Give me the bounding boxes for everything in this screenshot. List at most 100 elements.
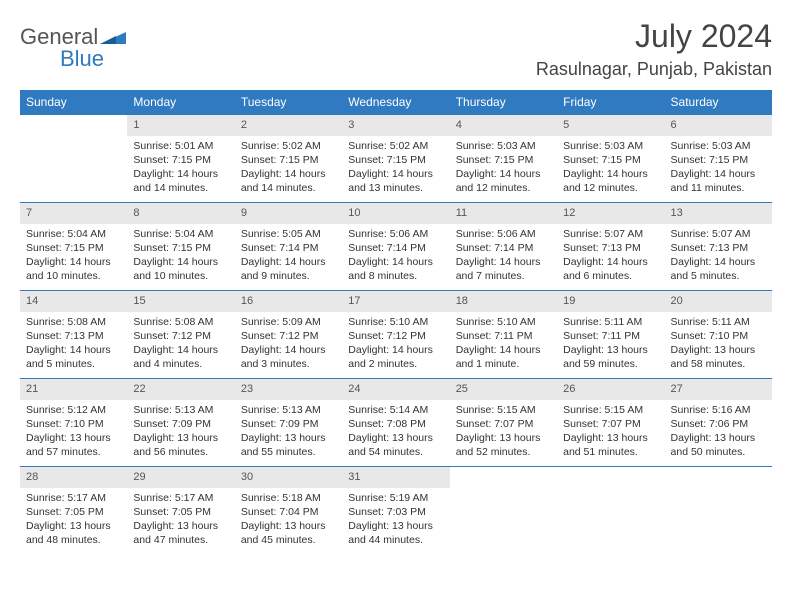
day-line: and 45 minutes. [241, 533, 336, 547]
day-line: Sunrise: 5:08 AM [26, 315, 121, 329]
day-number: 2 [235, 115, 342, 136]
day-line: Sunrise: 5:03 AM [456, 139, 551, 153]
day-line: and 5 minutes. [26, 357, 121, 371]
day-number: 9 [235, 203, 342, 224]
day-body: Sunrise: 5:03 AMSunset: 7:15 PMDaylight:… [557, 136, 664, 202]
day-line: Sunrise: 5:07 AM [671, 227, 766, 241]
day-body: Sunrise: 5:03 AMSunset: 7:15 PMDaylight:… [665, 136, 772, 202]
calendar-cell [665, 467, 772, 555]
calendar-cell: 15Sunrise: 5:08 AMSunset: 7:12 PMDayligh… [127, 291, 234, 379]
day-line: Daylight: 14 hours [133, 255, 228, 269]
day-line: and 44 minutes. [348, 533, 443, 547]
calendar-cell: 1Sunrise: 5:01 AMSunset: 7:15 PMDaylight… [127, 115, 234, 203]
day-line: Sunset: 7:12 PM [133, 329, 228, 343]
calendar-cell: 16Sunrise: 5:09 AMSunset: 7:12 PMDayligh… [235, 291, 342, 379]
day-number: 12 [557, 203, 664, 224]
calendar-cell: 19Sunrise: 5:11 AMSunset: 7:11 PMDayligh… [557, 291, 664, 379]
day-line: Sunrise: 5:12 AM [26, 403, 121, 417]
day-number: 29 [127, 467, 234, 488]
calendar-cell [20, 115, 127, 203]
day-body: Sunrise: 5:03 AMSunset: 7:15 PMDaylight:… [450, 136, 557, 202]
day-number: 10 [342, 203, 449, 224]
calendar-cell: 31Sunrise: 5:19 AMSunset: 7:03 PMDayligh… [342, 467, 449, 555]
day-line: and 3 minutes. [241, 357, 336, 371]
day-line: Sunset: 7:04 PM [241, 505, 336, 519]
day-line: and 10 minutes. [26, 269, 121, 283]
day-line: Daylight: 13 hours [456, 431, 551, 445]
day-line: and 11 minutes. [671, 181, 766, 195]
month-title: July 2024 [536, 18, 772, 55]
day-line: and 58 minutes. [671, 357, 766, 371]
day-line: Sunrise: 5:19 AM [348, 491, 443, 505]
day-line: and 12 minutes. [563, 181, 658, 195]
weekday-header: Tuesday [235, 90, 342, 115]
day-line: Daylight: 14 hours [241, 255, 336, 269]
day-line: Sunset: 7:10 PM [26, 417, 121, 431]
weekday-header: Saturday [665, 90, 772, 115]
day-number: 31 [342, 467, 449, 488]
day-line: and 9 minutes. [241, 269, 336, 283]
day-line: and 59 minutes. [563, 357, 658, 371]
day-body: Sunrise: 5:10 AMSunset: 7:11 PMDaylight:… [450, 312, 557, 378]
day-body: Sunrise: 5:04 AMSunset: 7:15 PMDaylight:… [127, 224, 234, 290]
day-line: Sunrise: 5:10 AM [456, 315, 551, 329]
day-line: Sunrise: 5:13 AM [133, 403, 228, 417]
day-body: Sunrise: 5:13 AMSunset: 7:09 PMDaylight:… [235, 400, 342, 466]
logo-text-blue: Blue [60, 46, 126, 72]
day-line: Sunset: 7:09 PM [241, 417, 336, 431]
day-number: 5 [557, 115, 664, 136]
day-number: 28 [20, 467, 127, 488]
calendar-cell: 18Sunrise: 5:10 AMSunset: 7:11 PMDayligh… [450, 291, 557, 379]
day-line: Sunrise: 5:17 AM [133, 491, 228, 505]
day-line: Sunrise: 5:03 AM [671, 139, 766, 153]
calendar-row: 21Sunrise: 5:12 AMSunset: 7:10 PMDayligh… [20, 379, 772, 467]
day-line: and 1 minute. [456, 357, 551, 371]
day-line: and 6 minutes. [563, 269, 658, 283]
calendar-cell [557, 467, 664, 555]
day-line: Sunset: 7:15 PM [133, 241, 228, 255]
day-body: Sunrise: 5:11 AMSunset: 7:10 PMDaylight:… [665, 312, 772, 378]
calendar-cell: 3Sunrise: 5:02 AMSunset: 7:15 PMDaylight… [342, 115, 449, 203]
day-number: 7 [20, 203, 127, 224]
calendar-cell: 27Sunrise: 5:16 AMSunset: 7:06 PMDayligh… [665, 379, 772, 467]
location-text: Rasulnagar, Punjab, Pakistan [536, 59, 772, 80]
day-line: Daylight: 14 hours [671, 255, 766, 269]
day-line: Sunrise: 5:18 AM [241, 491, 336, 505]
day-line: Daylight: 14 hours [348, 255, 443, 269]
day-body: Sunrise: 5:16 AMSunset: 7:06 PMDaylight:… [665, 400, 772, 466]
calendar-cell: 30Sunrise: 5:18 AMSunset: 7:04 PMDayligh… [235, 467, 342, 555]
logo: GeneralBlue [20, 18, 126, 72]
day-body: Sunrise: 5:12 AMSunset: 7:10 PMDaylight:… [20, 400, 127, 466]
day-body: Sunrise: 5:17 AMSunset: 7:05 PMDaylight:… [127, 488, 234, 554]
weekday-header: Sunday [20, 90, 127, 115]
day-line: Sunset: 7:06 PM [671, 417, 766, 431]
day-line: Daylight: 13 hours [563, 431, 658, 445]
day-line: Sunrise: 5:15 AM [563, 403, 658, 417]
day-line: Daylight: 14 hours [133, 167, 228, 181]
day-body: Sunrise: 5:11 AMSunset: 7:11 PMDaylight:… [557, 312, 664, 378]
day-line: and 57 minutes. [26, 445, 121, 459]
day-line: Sunrise: 5:06 AM [456, 227, 551, 241]
day-line: and 52 minutes. [456, 445, 551, 459]
calendar-row: 7Sunrise: 5:04 AMSunset: 7:15 PMDaylight… [20, 203, 772, 291]
calendar-cell: 10Sunrise: 5:06 AMSunset: 7:14 PMDayligh… [342, 203, 449, 291]
calendar-cell: 2Sunrise: 5:02 AMSunset: 7:15 PMDaylight… [235, 115, 342, 203]
day-line: Sunset: 7:14 PM [348, 241, 443, 255]
day-line: Sunrise: 5:02 AM [241, 139, 336, 153]
day-line: and 12 minutes. [456, 181, 551, 195]
day-line: Daylight: 14 hours [26, 255, 121, 269]
day-number: 23 [235, 379, 342, 400]
day-line: Daylight: 13 hours [348, 519, 443, 533]
day-line: Sunset: 7:12 PM [348, 329, 443, 343]
weekday-header: Wednesday [342, 90, 449, 115]
day-number: 6 [665, 115, 772, 136]
day-number: 3 [342, 115, 449, 136]
calendar-cell: 21Sunrise: 5:12 AMSunset: 7:10 PMDayligh… [20, 379, 127, 467]
day-line: Sunset: 7:14 PM [456, 241, 551, 255]
day-line: Daylight: 13 hours [26, 519, 121, 533]
day-number: 30 [235, 467, 342, 488]
day-line: Daylight: 14 hours [456, 255, 551, 269]
calendar-cell: 14Sunrise: 5:08 AMSunset: 7:13 PMDayligh… [20, 291, 127, 379]
header: GeneralBlue July 2024 Rasulnagar, Punjab… [20, 18, 772, 80]
weekday-header: Monday [127, 90, 234, 115]
